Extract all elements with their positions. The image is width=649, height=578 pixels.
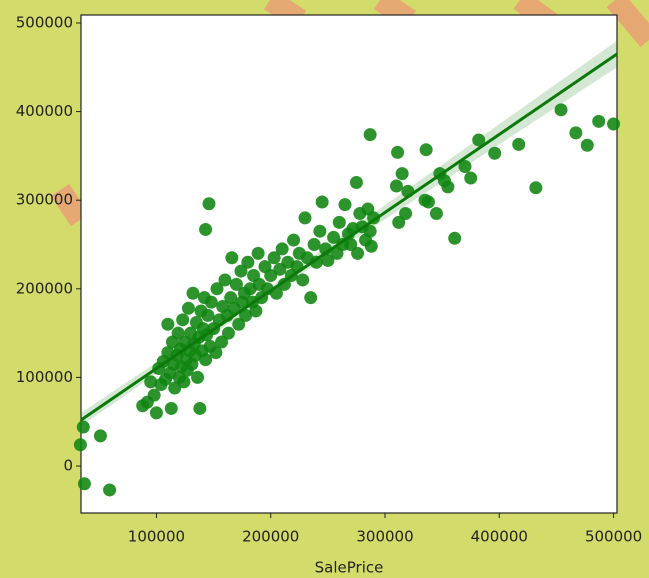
point bbox=[363, 224, 377, 238]
point bbox=[161, 317, 175, 331]
y-tick-label: 100000 bbox=[16, 368, 73, 386]
point bbox=[391, 145, 405, 159]
point bbox=[512, 137, 526, 151]
point bbox=[296, 273, 310, 287]
point bbox=[580, 138, 594, 152]
point bbox=[275, 242, 289, 256]
point bbox=[149, 406, 163, 420]
point bbox=[448, 231, 462, 245]
point bbox=[215, 335, 229, 349]
x-tick-label: 500000 bbox=[585, 528, 642, 546]
point bbox=[287, 233, 301, 247]
point bbox=[309, 255, 323, 269]
point bbox=[338, 198, 352, 212]
point bbox=[199, 222, 213, 236]
point bbox=[313, 224, 327, 238]
point bbox=[199, 353, 213, 367]
point bbox=[177, 375, 191, 389]
plot-area bbox=[80, 14, 618, 514]
point bbox=[225, 251, 239, 265]
point bbox=[164, 401, 178, 415]
point bbox=[607, 117, 621, 131]
point bbox=[168, 381, 182, 395]
point bbox=[224, 291, 238, 305]
point bbox=[349, 175, 363, 189]
point bbox=[232, 317, 246, 331]
point bbox=[171, 326, 185, 340]
point bbox=[321, 253, 335, 267]
point bbox=[264, 269, 278, 283]
x-tick-label: 300000 bbox=[356, 528, 413, 546]
x-tick-label: 200000 bbox=[242, 528, 299, 546]
point bbox=[186, 286, 200, 300]
x-tick-label: 100000 bbox=[128, 528, 185, 546]
point bbox=[239, 308, 253, 322]
point bbox=[554, 103, 568, 117]
fit-line bbox=[80, 52, 618, 422]
point bbox=[344, 238, 358, 252]
point bbox=[363, 128, 377, 142]
point bbox=[251, 246, 265, 260]
point bbox=[392, 215, 406, 229]
point bbox=[210, 282, 224, 296]
point bbox=[464, 171, 478, 185]
point bbox=[93, 429, 107, 443]
point bbox=[218, 273, 232, 287]
point bbox=[209, 346, 223, 360]
point bbox=[249, 304, 263, 318]
point bbox=[315, 195, 329, 209]
x-tick-label: 400000 bbox=[471, 528, 528, 546]
y-tick-label: 0 bbox=[63, 457, 73, 475]
point bbox=[77, 477, 91, 491]
point bbox=[181, 301, 195, 315]
y-tick-label: 300000 bbox=[16, 191, 73, 209]
point bbox=[421, 195, 435, 209]
x-axis-label: SalePrice bbox=[315, 559, 384, 577]
point bbox=[389, 179, 403, 193]
point bbox=[399, 206, 413, 220]
point bbox=[332, 215, 346, 229]
stripe bbox=[50, 183, 90, 227]
point bbox=[176, 313, 190, 327]
point bbox=[529, 181, 543, 195]
point bbox=[204, 295, 218, 309]
point bbox=[267, 251, 281, 265]
point bbox=[351, 246, 365, 260]
point bbox=[472, 133, 486, 147]
point bbox=[193, 401, 207, 415]
point bbox=[201, 308, 215, 322]
y-tick-label: 400000 bbox=[16, 102, 73, 120]
point bbox=[73, 438, 87, 452]
point bbox=[395, 167, 409, 181]
point bbox=[241, 255, 255, 269]
y-tick-label: 500000 bbox=[16, 13, 73, 31]
point bbox=[569, 126, 583, 140]
point bbox=[76, 420, 90, 434]
point bbox=[298, 211, 312, 225]
point bbox=[304, 291, 318, 305]
point bbox=[191, 370, 205, 384]
stripe bbox=[606, 0, 649, 48]
y-tick-label: 200000 bbox=[16, 279, 73, 297]
point bbox=[202, 197, 216, 211]
point bbox=[488, 146, 502, 160]
point bbox=[229, 277, 243, 291]
point bbox=[221, 326, 235, 340]
point bbox=[364, 239, 378, 253]
point bbox=[277, 277, 291, 291]
point bbox=[592, 114, 606, 128]
point bbox=[234, 264, 248, 278]
point bbox=[327, 230, 341, 244]
point bbox=[441, 180, 455, 194]
point bbox=[458, 160, 472, 174]
point bbox=[147, 388, 161, 402]
point bbox=[419, 143, 433, 157]
point bbox=[429, 206, 443, 220]
point bbox=[103, 483, 117, 497]
point bbox=[144, 375, 158, 389]
point bbox=[307, 238, 321, 252]
